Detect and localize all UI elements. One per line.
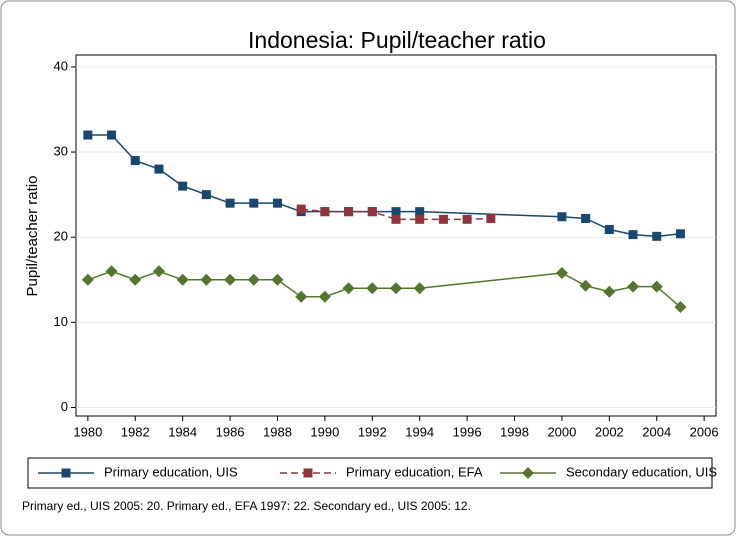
legend-marker xyxy=(303,468,313,478)
marker xyxy=(650,280,663,293)
legend-marker xyxy=(61,468,71,478)
x-tick-label: 2006 xyxy=(690,424,719,439)
marker xyxy=(344,207,354,217)
marker xyxy=(462,214,472,224)
x-tick-label: 2004 xyxy=(642,424,671,439)
marker xyxy=(628,230,638,240)
marker xyxy=(225,198,235,208)
y-axis-label: Pupil/teacher ratio xyxy=(24,176,41,297)
y-tick-label: 20 xyxy=(54,229,68,244)
marker xyxy=(271,273,284,286)
marker xyxy=(320,207,330,217)
legend xyxy=(27,457,713,489)
marker xyxy=(296,204,306,214)
marker xyxy=(201,190,211,200)
marker xyxy=(579,279,592,292)
x-tick-label: 1988 xyxy=(263,424,292,439)
marker xyxy=(415,214,425,224)
x-tick-label: 1980 xyxy=(73,424,102,439)
marker xyxy=(486,213,496,223)
marker xyxy=(581,213,591,223)
note: Primary ed., UIS 2005: 20. Primary ed., … xyxy=(22,499,471,513)
legend-label: Secondary education, UIS xyxy=(566,464,717,479)
marker xyxy=(224,273,237,286)
marker xyxy=(675,229,685,239)
marker xyxy=(129,273,142,286)
marker xyxy=(438,214,448,224)
legend-label: Primary education, UIS xyxy=(104,464,238,479)
marker xyxy=(152,265,165,278)
x-tick-label: 1998 xyxy=(500,424,529,439)
marker xyxy=(604,225,614,235)
marker xyxy=(390,282,402,295)
marker xyxy=(415,207,425,217)
marker xyxy=(272,198,282,208)
marker xyxy=(83,130,93,140)
marker xyxy=(318,290,331,303)
y-tick-label: 0 xyxy=(61,399,68,414)
x-tick-label: 2000 xyxy=(547,424,576,439)
marker xyxy=(674,301,687,314)
marker xyxy=(107,130,117,140)
y-tick-label: 30 xyxy=(54,143,68,158)
legend-label: Primary education, EFA xyxy=(346,464,483,479)
marker xyxy=(130,156,140,166)
marker xyxy=(249,198,259,208)
x-tick-label: 1996 xyxy=(453,424,482,439)
x-tick-label: 1994 xyxy=(405,424,434,439)
marker xyxy=(391,214,401,224)
marker xyxy=(81,273,94,286)
series-line xyxy=(301,208,491,221)
marker xyxy=(652,231,662,241)
y-tick-label: 10 xyxy=(54,314,68,329)
y-tick-label: 40 xyxy=(54,58,68,73)
x-tick-label: 2002 xyxy=(595,424,624,439)
marker xyxy=(413,282,426,295)
marker xyxy=(603,285,616,298)
marker xyxy=(176,273,189,286)
marker xyxy=(366,282,379,295)
marker xyxy=(154,164,164,174)
marker xyxy=(367,207,377,217)
marker xyxy=(555,266,568,279)
x-tick-label: 1986 xyxy=(216,424,245,439)
x-tick-label: 1982 xyxy=(121,424,150,439)
marker xyxy=(627,280,640,293)
marker xyxy=(178,181,188,191)
plot-area xyxy=(75,54,717,417)
marker xyxy=(200,273,213,286)
marker xyxy=(247,273,260,286)
legend-marker xyxy=(522,467,534,479)
marker xyxy=(391,207,401,217)
x-tick-label: 1984 xyxy=(168,424,197,439)
marker xyxy=(557,212,567,222)
marker xyxy=(342,282,355,295)
marker xyxy=(295,290,308,303)
x-tick-label: 1990 xyxy=(310,424,339,439)
marker xyxy=(105,265,118,278)
x-tick-label: 1992 xyxy=(358,424,387,439)
chart-title: Indonesia: Pupil/teacher ratio xyxy=(248,27,546,53)
